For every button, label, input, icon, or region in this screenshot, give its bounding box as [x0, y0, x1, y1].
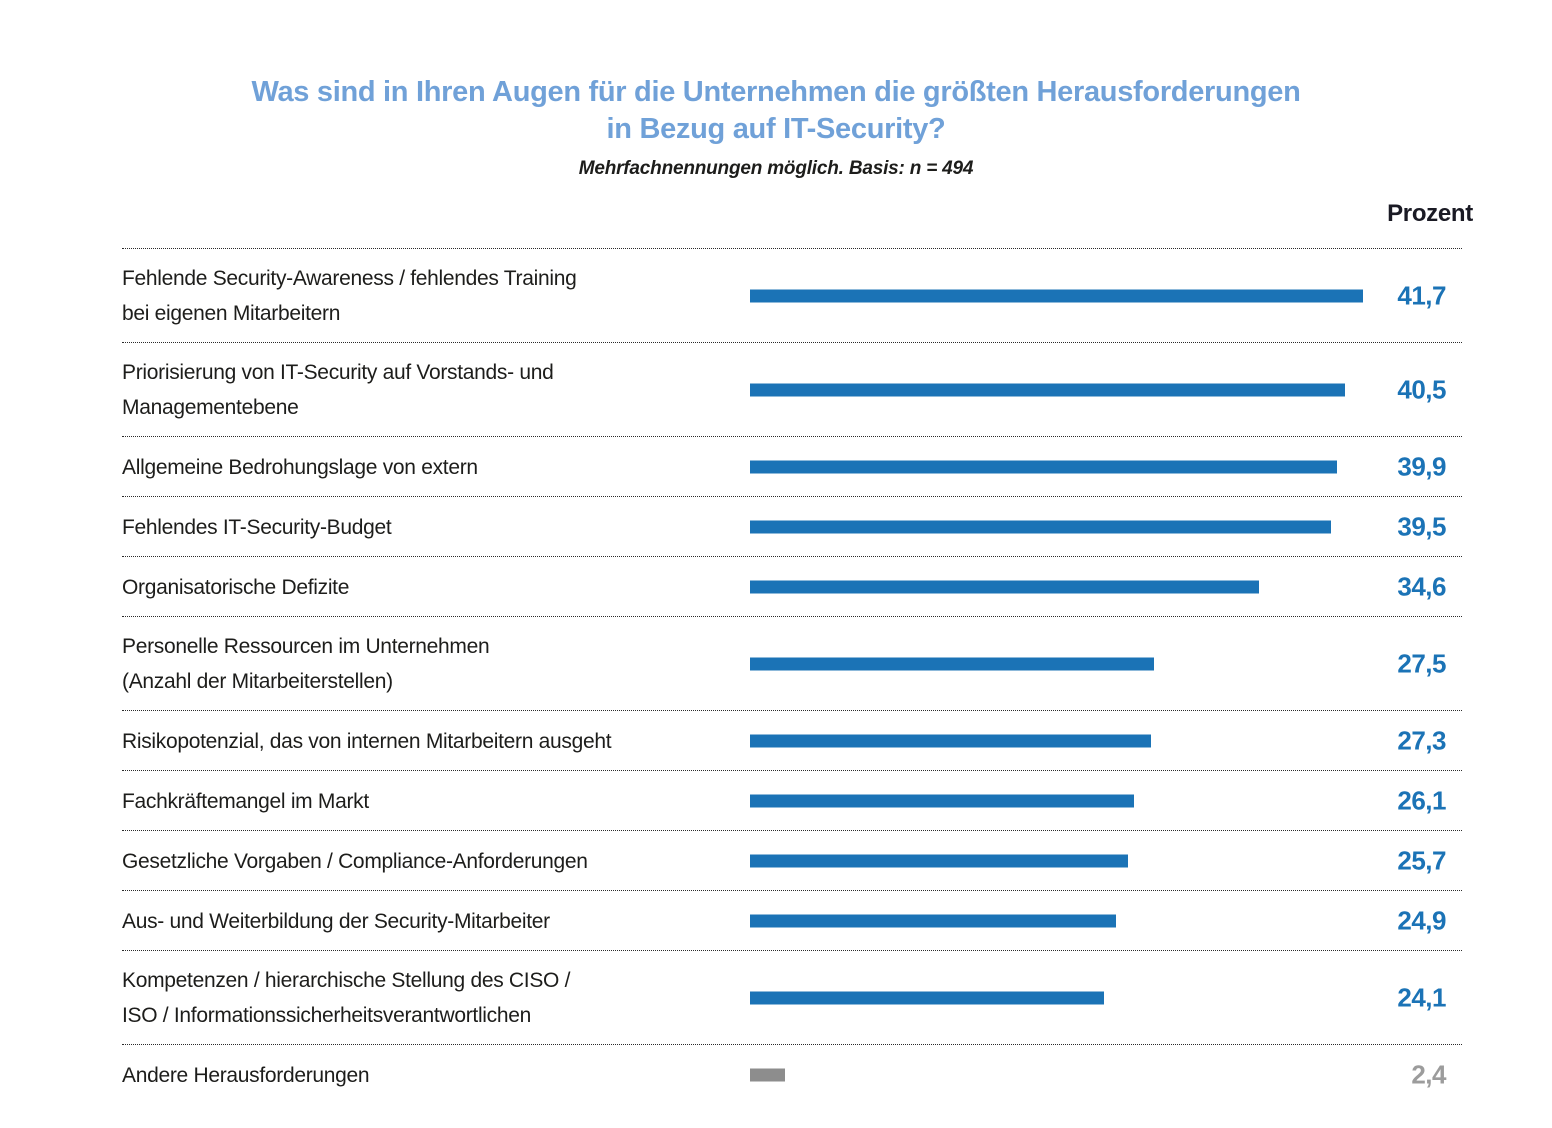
chart-row: Allgemeine Bedrohungslage von extern 39,… [122, 436, 1462, 496]
category-label: Gesetzliche Vorgaben / Compliance-Anford… [122, 849, 588, 873]
category-label: Andere Herausforderungen [122, 1063, 370, 1087]
chart-row: Fachkräftemangel im Markt 26,1 [122, 770, 1462, 830]
chart-row: Risikopotenzial, das von internen Mitarb… [122, 710, 1462, 770]
bar [750, 1068, 785, 1081]
category-label: Aus- und Weiterbildung der Security-Mita… [122, 909, 550, 933]
value-label: 2,4 [1411, 1059, 1446, 1089]
chart-row: Kompetenzen / hierarchische Stellung des… [122, 950, 1462, 1044]
bar [750, 794, 1134, 807]
chart-row: Organisatorische Defizite 34,6 [122, 556, 1462, 616]
bar-track [750, 383, 1363, 396]
chart-title-line1: Was sind in Ihren Augen für die Unterneh… [251, 76, 1301, 108]
bar [750, 460, 1337, 473]
category-label: Fehlendes IT-Security-Budget [122, 515, 392, 539]
value-label: 34,6 [1397, 571, 1446, 601]
bar [750, 289, 1363, 302]
column-header-prozent: Prozent [1387, 200, 1473, 227]
chart-title: Was sind in Ihren Augen für die Unterneh… [0, 74, 1552, 148]
value-label: 40,5 [1397, 374, 1446, 404]
value-label: 24,9 [1397, 905, 1446, 935]
category-label: Fachkräftemangel im Markt [122, 789, 369, 813]
bar [750, 991, 1104, 1004]
bar-track [750, 1068, 1363, 1081]
bar [750, 854, 1128, 867]
category-label: Priorisierung von IT-Security auf Vorsta… [122, 361, 554, 419]
chart-title-line2: in Bezug auf IT-Security? [606, 113, 946, 145]
bar-track [750, 289, 1363, 302]
bar [750, 580, 1259, 593]
category-label: Kompetenzen / hierarchische Stellung des… [122, 969, 571, 1027]
value-label: 26,1 [1397, 785, 1446, 815]
value-label: 41,7 [1397, 280, 1446, 310]
category-label: Fehlende Security-Awareness / fehlendes … [122, 267, 577, 325]
chart-row: Fehlendes IT-Security-Budget 39,5 [122, 496, 1462, 556]
bar [750, 734, 1151, 747]
bar-track [750, 520, 1363, 533]
value-label: 39,9 [1397, 451, 1446, 481]
category-label: Risikopotenzial, das von internen Mitarb… [122, 729, 612, 753]
chart-row: Personelle Ressourcen im Unternehmen (An… [122, 616, 1462, 710]
bar [750, 520, 1331, 533]
value-label: 39,5 [1397, 511, 1446, 541]
chart-row: Andere Herausforderungen 2,4 [122, 1044, 1462, 1104]
bar-track [750, 914, 1363, 927]
bar-track [750, 734, 1363, 747]
value-label: 27,5 [1397, 648, 1446, 678]
bar-track [750, 460, 1363, 473]
bar-track [750, 991, 1363, 1004]
bar [750, 657, 1154, 670]
chart-row: Aus- und Weiterbildung der Security-Mita… [122, 890, 1462, 950]
chart-row: Gesetzliche Vorgaben / Compliance-Anford… [122, 830, 1462, 890]
bar-track [750, 854, 1363, 867]
category-label: Organisatorische Defizite [122, 575, 350, 599]
bar-track [750, 794, 1363, 807]
value-label: 25,7 [1397, 845, 1446, 875]
bar-track [750, 580, 1363, 593]
category-label: Personelle Ressourcen im Unternehmen (An… [122, 635, 490, 693]
bar [750, 383, 1345, 396]
chart-row: Fehlende Security-Awareness / fehlendes … [122, 248, 1462, 342]
bar [750, 914, 1116, 927]
value-label: 27,3 [1397, 725, 1446, 755]
value-label: 24,1 [1397, 982, 1446, 1012]
bar-chart-rows: Fehlende Security-Awareness / fehlendes … [122, 248, 1462, 1104]
chart-row: Priorisierung von IT-Security auf Vorsta… [122, 342, 1462, 436]
chart-subtitle: Mehrfachnennungen möglich. Basis: n = 49… [578, 158, 974, 179]
bar-track [750, 657, 1363, 670]
category-label: Allgemeine Bedrohungslage von extern [122, 455, 478, 479]
